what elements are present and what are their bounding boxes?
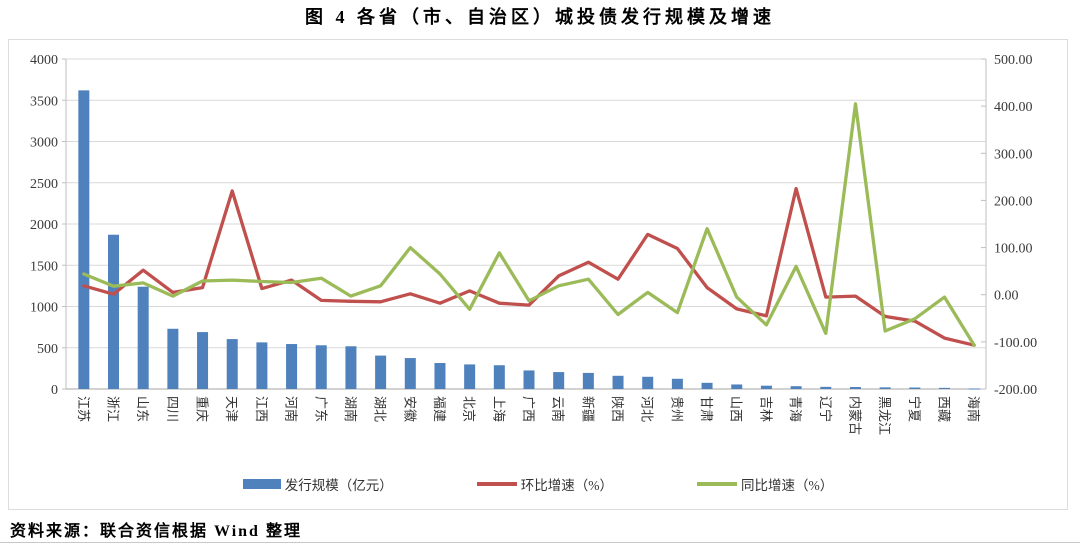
- x-axis-label: 四川: [165, 396, 180, 422]
- line-swatch-icon: [476, 482, 517, 486]
- x-axis-label: 江苏: [76, 396, 91, 422]
- chart-title: 图 4 各省（市、自治区）城投债发行规模及增速: [305, 7, 775, 27]
- x-axis-label: 西藏: [936, 396, 951, 422]
- bar: [78, 90, 90, 389]
- left-axis-tick: 3500: [30, 94, 58, 109]
- bar: [493, 365, 505, 389]
- bar: [315, 345, 327, 389]
- source-note: 资料来源：联合资信根据 Wind 整理: [10, 523, 302, 540]
- legend-item-yoy-growth: 同比增速（%）: [697, 474, 833, 494]
- x-axis-label: 湖南: [343, 396, 358, 422]
- bar-swatch-icon: [242, 479, 281, 489]
- x-axis-label: 湖北: [373, 396, 388, 422]
- legend-item-issuance: 发行规模（亿元）: [242, 474, 393, 494]
- x-axis-label: 山西: [729, 396, 744, 422]
- right-axis-tick: 500.00: [994, 53, 1033, 68]
- mom-growth-line: [82, 186, 976, 347]
- right-axis-tick: -200.00: [994, 383, 1037, 398]
- left-axis-tick: 3000: [30, 136, 58, 151]
- right-axis-tick: 100.00: [994, 242, 1033, 257]
- bar: [404, 358, 416, 389]
- legend-item-mom-growth: 环比增速（%）: [476, 474, 613, 494]
- left-axis-tick: 0: [51, 383, 58, 398]
- left-axis-tick: 2000: [30, 218, 58, 233]
- left-axis-tick: 500: [37, 342, 58, 357]
- right-axis-tick: 200.00: [994, 194, 1033, 209]
- x-axis-label: 青海: [788, 396, 803, 422]
- left-axis-tick: 1000: [30, 301, 58, 316]
- x-axis-label: 河北: [640, 396, 655, 422]
- bar: [167, 328, 179, 389]
- right-axis-tick: 300.00: [994, 147, 1033, 162]
- bar: [553, 372, 565, 389]
- bar: [849, 387, 861, 389]
- x-axis-label: 安徽: [402, 396, 417, 422]
- bar: [286, 344, 298, 389]
- x-axis-label: 北京: [462, 396, 477, 422]
- bar: [256, 342, 268, 389]
- x-axis-label: 宁夏: [907, 396, 922, 422]
- right-axis-tick: 400.00: [994, 100, 1033, 115]
- bar: [938, 387, 950, 389]
- left-axis-tick: 2500: [30, 177, 58, 192]
- plot-svg: 4000 3500 3000 2500 2000 1500 1000 500 0 500.00 40…: [30, 53, 1037, 435]
- bar: [731, 384, 743, 389]
- x-axis-label: 陕西: [610, 396, 625, 422]
- bar: [582, 372, 594, 389]
- left-axis-tick: 1500: [30, 259, 58, 274]
- line-swatch-icon: [697, 482, 737, 486]
- x-axis-label: 广东: [313, 396, 328, 422]
- x-axis-label: 云南: [551, 396, 566, 422]
- right-axis-tick: -100.00: [994, 336, 1037, 351]
- bar: [197, 332, 209, 389]
- x-axis-label: 天津: [224, 396, 239, 422]
- x-axis-label: 河南: [284, 396, 299, 422]
- x-axis-label: 内蒙古: [847, 396, 862, 435]
- chart-area: 4000 3500 3000 2500 2000 1500 1000 500 0 500.00 40…: [8, 39, 1068, 510]
- x-axis-label: 浙江: [106, 396, 121, 422]
- x-axis-label: 江西: [254, 396, 269, 422]
- bar: [701, 382, 713, 389]
- bar: [137, 286, 149, 389]
- legend-label-issuance: 发行规模（亿元）: [284, 478, 393, 493]
- x-axis-label: 重庆: [195, 396, 210, 422]
- bar: [434, 363, 446, 389]
- page-divider: [0, 542, 1080, 543]
- x-axis-label: 山东: [135, 396, 150, 422]
- yoy-growth-line: [82, 102, 976, 347]
- x-axis-label: 贵州: [669, 396, 684, 422]
- x-axis-label: 黑龙江: [877, 396, 892, 435]
- bar: [375, 355, 387, 389]
- bar: [642, 376, 654, 389]
- bar: [671, 378, 683, 389]
- bar: [760, 385, 772, 389]
- bar: [464, 364, 476, 389]
- x-axis-label: 吉林: [758, 396, 773, 422]
- x-axis-label: 新疆: [580, 396, 595, 422]
- bar: [820, 386, 832, 389]
- legend-label-mom-growth: 环比增速（%）: [520, 478, 613, 493]
- bar: [968, 388, 980, 390]
- legend: 发行规模（亿元） 环比增速（%） 同比增速（%）: [9, 474, 1067, 494]
- bar: [108, 234, 120, 389]
- bar: [345, 346, 357, 389]
- legend-label-yoy-growth: 同比增速（%）: [741, 478, 834, 493]
- x-axis-label: 辽宁: [818, 396, 833, 422]
- bar: [612, 375, 624, 389]
- x-axis-label: 广西: [521, 396, 536, 422]
- bar: [909, 387, 921, 389]
- bar: [879, 387, 891, 389]
- bar: [790, 386, 802, 389]
- bar: [523, 370, 535, 389]
- bar: [226, 339, 238, 389]
- x-axis-label: 福建: [432, 396, 447, 422]
- x-axis-label: 海南: [966, 396, 981, 422]
- left-axis-tick: 4000: [30, 53, 58, 68]
- x-axis-label: 上海: [491, 396, 506, 422]
- x-axis-label: 甘肃: [699, 396, 714, 422]
- right-axis-tick: 0.00: [994, 289, 1019, 304]
